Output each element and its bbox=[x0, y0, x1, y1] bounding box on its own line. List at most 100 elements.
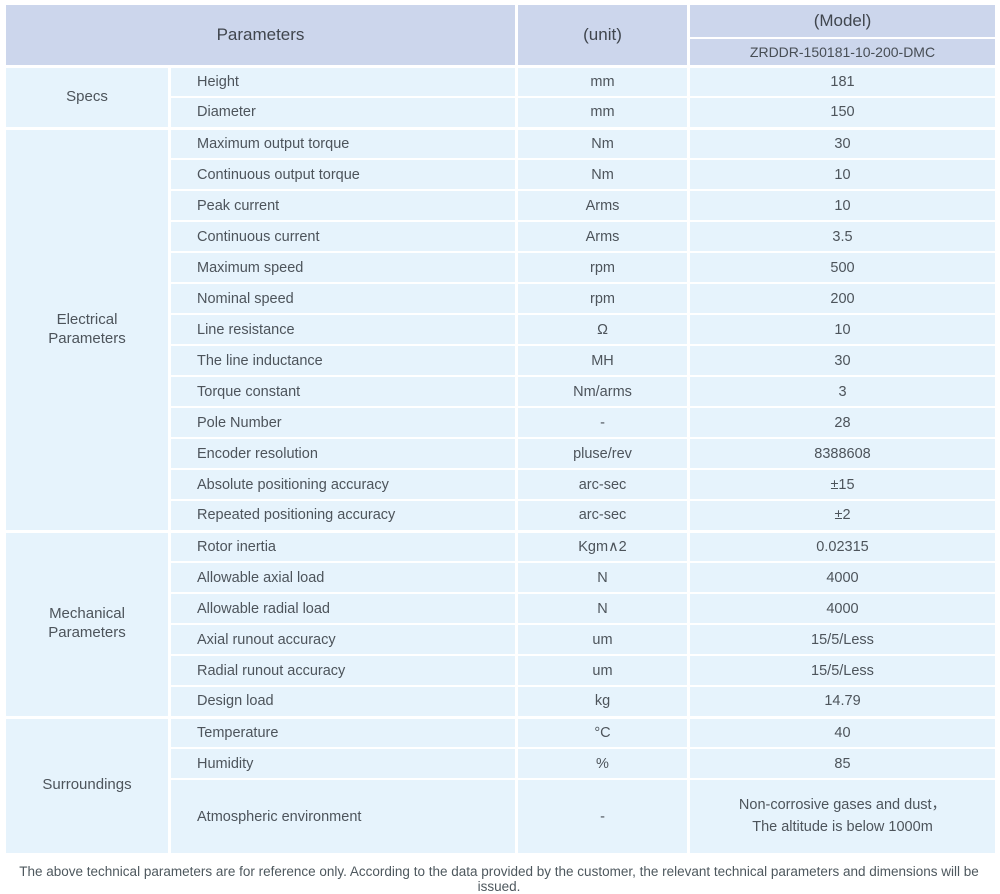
unit-cell: um bbox=[515, 654, 690, 687]
value-cell: 14.79 bbox=[687, 685, 998, 718]
param-cell: Allowable radial load bbox=[168, 592, 518, 625]
unit-cell: N bbox=[515, 592, 690, 625]
unit-cell: - bbox=[515, 406, 690, 439]
value-cell: 0.02315 bbox=[687, 529, 998, 563]
table-row: Nominal speed rpm 200 bbox=[5, 282, 998, 315]
model-number: ZRDDR-150181-10-200-DMC bbox=[687, 37, 998, 67]
param-cell: Nominal speed bbox=[168, 282, 518, 315]
section-label-mechanical: Mechanical Parameters bbox=[3, 529, 171, 718]
value-cell: 85 bbox=[687, 747, 998, 780]
value-cell: 15/5/Less bbox=[687, 654, 998, 687]
table-row: Specs Height mm 181 bbox=[3, 64, 998, 129]
unit-cell: rpm bbox=[515, 251, 690, 284]
value-cell: 150 bbox=[687, 96, 998, 129]
value-cell: ±15 bbox=[687, 468, 998, 501]
value-cell: 200 bbox=[687, 282, 998, 315]
param-cell: Peak current bbox=[168, 189, 518, 222]
unit-cell: arc-sec bbox=[515, 468, 690, 501]
table-row: Diameter mm 150 bbox=[5, 96, 998, 129]
section-label-specs: Specs bbox=[3, 64, 171, 129]
param-cell: Design load bbox=[168, 685, 518, 718]
value-cell: 30 bbox=[687, 344, 998, 377]
unit-cell: % bbox=[515, 747, 690, 780]
value-cell: 10 bbox=[687, 313, 998, 346]
value-cell: 3 bbox=[687, 375, 998, 408]
spec-table: Parameters (unit) (Model) ZRDDR-150181-1… bbox=[3, 3, 998, 855]
table-row: Design load kg 14.79 bbox=[5, 685, 998, 718]
param-cell: Height bbox=[168, 64, 518, 98]
table-row: Torque constant Nm/arms 3 bbox=[5, 375, 998, 408]
unit-cell: Arms bbox=[515, 220, 690, 253]
model-header: (Model) bbox=[687, 3, 998, 39]
table-row: Continuous output torque Nm 10 bbox=[5, 158, 998, 191]
param-cell: Continuous output torque bbox=[168, 158, 518, 191]
table-row: Peak current Arms 10 bbox=[5, 189, 998, 222]
param-cell: Humidity bbox=[168, 747, 518, 780]
table-row: Atmospheric environment - Non-corrosive … bbox=[5, 778, 998, 855]
model-number-row: ZRDDR-150181-10-200-DMC bbox=[5, 37, 998, 67]
table-row: Encoder resolution pluse/rev 8388608 bbox=[5, 437, 998, 470]
table-row: Continuous current Arms 3.5 bbox=[5, 220, 998, 253]
table-row: Absolute positioning accuracy arc-sec ±1… bbox=[5, 468, 998, 501]
unit-cell: Nm bbox=[515, 126, 690, 160]
unit-cell: mm bbox=[515, 64, 690, 98]
param-cell: Radial runout accuracy bbox=[168, 654, 518, 687]
param-cell: Torque constant bbox=[168, 375, 518, 408]
param-cell: Repeated positioning accuracy bbox=[168, 499, 518, 532]
unit-cell: Kgm∧2 bbox=[515, 529, 690, 563]
unit-cell: Nm/arms bbox=[515, 375, 690, 408]
table-row: Allowable radial load N 4000 bbox=[5, 592, 998, 625]
unit-cell: rpm bbox=[515, 282, 690, 315]
unit-cell: mm bbox=[515, 96, 690, 129]
table-row: Surroundings Temperature °C 40 bbox=[3, 715, 998, 855]
table-row: Allowable axial load N 4000 bbox=[5, 561, 998, 594]
param-cell: Maximum output torque bbox=[168, 126, 518, 160]
unit-cell: Ω bbox=[515, 313, 690, 346]
unit-cell: Nm bbox=[515, 158, 690, 191]
table-row: Electrical Parameters Maximum output tor… bbox=[3, 126, 998, 532]
unit-cell: N bbox=[515, 561, 690, 594]
param-cell: Encoder resolution bbox=[168, 437, 518, 470]
footer-note: The above technical parameters are for r… bbox=[19, 864, 979, 894]
header-row: Parameters (unit) (Model) bbox=[3, 3, 998, 67]
value-cell: 181 bbox=[687, 64, 998, 98]
table-row: Humidity % 85 bbox=[5, 747, 998, 780]
unit-cell: °C bbox=[515, 715, 690, 749]
value-cell: 500 bbox=[687, 251, 998, 284]
param-cell: Continuous current bbox=[168, 220, 518, 253]
unit-cell: kg bbox=[515, 685, 690, 718]
value-cell: ±2 bbox=[687, 499, 998, 532]
value-cell: Non-corrosive gases and dust， The altitu… bbox=[687, 778, 998, 855]
value-cell: 4000 bbox=[687, 592, 998, 625]
unit-cell: MH bbox=[515, 344, 690, 377]
section-label-electrical: Electrical Parameters bbox=[3, 126, 171, 532]
param-cell: Atmospheric environment bbox=[168, 778, 518, 855]
param-cell: Line resistance bbox=[168, 313, 518, 346]
param-cell: Pole Number bbox=[168, 406, 518, 439]
table-row: Repeated positioning accuracy arc-sec ±2 bbox=[5, 499, 998, 532]
table-row: Maximum speed rpm 500 bbox=[5, 251, 998, 284]
param-cell: The line inductance bbox=[168, 344, 518, 377]
parameters-header: Parameters bbox=[3, 3, 518, 67]
table-row: Axial runout accuracy um 15/5/Less bbox=[5, 623, 998, 656]
table-row: The line inductance MH 30 bbox=[5, 344, 998, 377]
param-cell: Allowable axial load bbox=[168, 561, 518, 594]
value-cell: 15/5/Less bbox=[687, 623, 998, 656]
value-cell: 8388608 bbox=[687, 437, 998, 470]
table-row: Radial runout accuracy um 15/5/Less bbox=[5, 654, 998, 687]
value-cell: 3.5 bbox=[687, 220, 998, 253]
value-cell: 4000 bbox=[687, 561, 998, 594]
value-cell: 40 bbox=[687, 715, 998, 749]
section-label-surroundings: Surroundings bbox=[3, 715, 171, 855]
unit-cell: arc-sec bbox=[515, 499, 690, 532]
param-cell: Rotor inertia bbox=[168, 529, 518, 563]
table-row: Pole Number - 28 bbox=[5, 406, 998, 439]
param-cell: Temperature bbox=[168, 715, 518, 749]
value-cell: 10 bbox=[687, 158, 998, 191]
unit-cell: um bbox=[515, 623, 690, 656]
unit-header: (unit) bbox=[515, 3, 690, 67]
unit-cell: Arms bbox=[515, 189, 690, 222]
unit-cell: - bbox=[515, 778, 690, 855]
param-cell: Axial runout accuracy bbox=[168, 623, 518, 656]
